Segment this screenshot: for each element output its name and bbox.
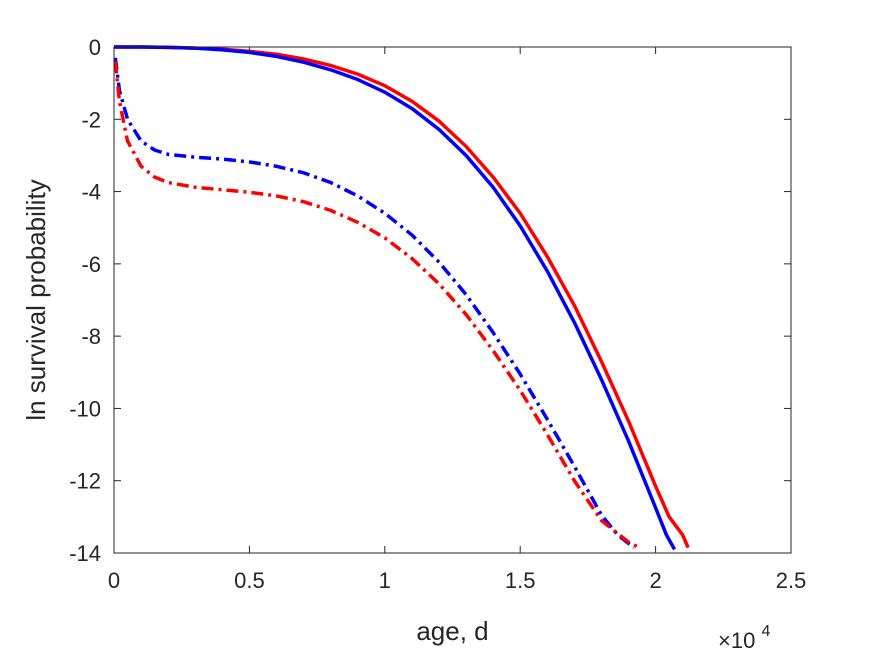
y-tick-label: -6 bbox=[81, 252, 101, 277]
x-tick-label: 0.5 bbox=[234, 568, 265, 593]
series-line-2 bbox=[114, 45, 677, 551]
y-tick-label: -14 bbox=[69, 541, 101, 566]
x-axis-exponent: ×10 4 bbox=[718, 623, 770, 653]
series-line-4 bbox=[113, 61, 641, 550]
y-tick-label: -12 bbox=[69, 469, 101, 494]
x-tick-label: 1 bbox=[379, 568, 391, 593]
x-tick-label: 1.5 bbox=[505, 568, 536, 593]
series-layer bbox=[113, 45, 690, 551]
x-axis-exponent-power: 4 bbox=[761, 623, 770, 640]
y-tick-label: -8 bbox=[81, 324, 101, 349]
x-axis-label: age, d bbox=[416, 616, 488, 646]
y-tick-label: 0 bbox=[89, 35, 101, 60]
y-tick-label: -4 bbox=[81, 180, 101, 205]
y-tick-label: -2 bbox=[81, 107, 101, 132]
y-tick-label: -10 bbox=[69, 396, 101, 421]
series-line-3 bbox=[113, 57, 636, 549]
x-tick-label: 2.5 bbox=[776, 568, 807, 593]
ticks-layer: 0 0.5 1 1.5 2 2.5 0 -2 -4 -6 -8 -10 -12 -14 bbox=[69, 35, 806, 593]
x-tick-label: 0 bbox=[108, 568, 120, 593]
x-axis-exponent-base: ×10 bbox=[718, 628, 755, 653]
x-tick-label: 2 bbox=[649, 568, 661, 593]
y-axis-label: ln survival probability bbox=[21, 179, 51, 420]
axes-box bbox=[113, 46, 792, 554]
